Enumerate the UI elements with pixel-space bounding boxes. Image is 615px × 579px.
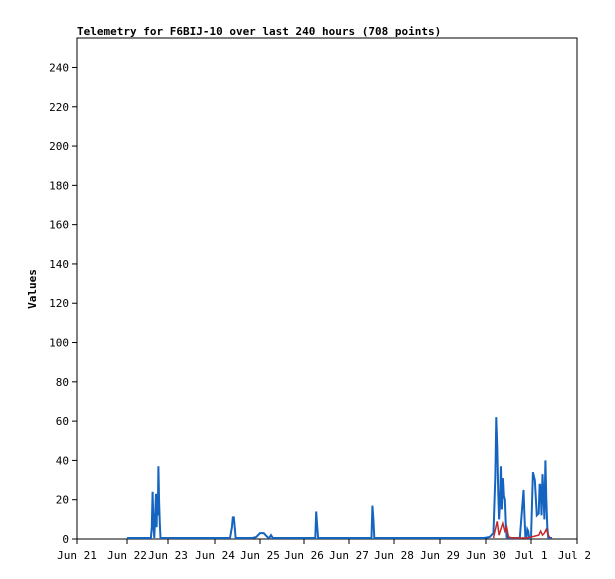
y-tick-label: 160: [49, 219, 69, 232]
y-tick-label: 60: [56, 415, 69, 428]
y-tick-label: 180: [49, 179, 69, 192]
x-tick-label: Jun 28: [374, 549, 414, 562]
y-tick-label: 220: [49, 101, 69, 114]
series-line-2: [492, 520, 551, 539]
y-tick-label: 40: [56, 454, 69, 467]
series-line-1: [127, 417, 553, 540]
x-tick-label: Jun 25: [240, 549, 280, 562]
x-tick-label: Jun 30: [466, 549, 506, 562]
x-tick-label: Jun 27: [329, 549, 369, 562]
x-tick-label: Jun 21: [57, 549, 97, 562]
chart-title: Telemetry for F6BIJ-10 over last 240 hou…: [77, 25, 441, 38]
y-tick-label: 100: [49, 337, 69, 350]
x-tick-label: Jul 1: [514, 549, 547, 562]
y-tick-label: 200: [49, 140, 69, 153]
y-axis-ticks: 0 20 40 60 80 100 120 140 160 180 200 220 240: [49, 61, 77, 546]
y-tick-label: 0: [62, 533, 69, 546]
x-tick-label: Jun 29: [420, 549, 460, 562]
x-tick-label: Jun 24: [195, 549, 235, 562]
plot-frame: [76, 37, 578, 540]
x-axis-ticks: Jun 21 Jun 22 Jun 23 Jun 24 Jun 25 Jun 26 Jun …: [57, 539, 591, 562]
x-tick-label: Jun 22: [107, 549, 147, 562]
y-tick-label: 140: [49, 258, 69, 271]
y-axis-label: Values: [26, 269, 39, 309]
y-tick-label: 80: [56, 376, 69, 389]
y-tick-label: 20: [56, 494, 69, 507]
y-tick-label: 240: [49, 61, 69, 74]
x-tick-label: Jul 2: [558, 549, 591, 562]
x-tick-label: Jun 26: [284, 549, 324, 562]
x-tick-label: Jun 23: [148, 549, 188, 562]
y-tick-label: 120: [49, 297, 69, 310]
series-layer: [127, 417, 553, 540]
